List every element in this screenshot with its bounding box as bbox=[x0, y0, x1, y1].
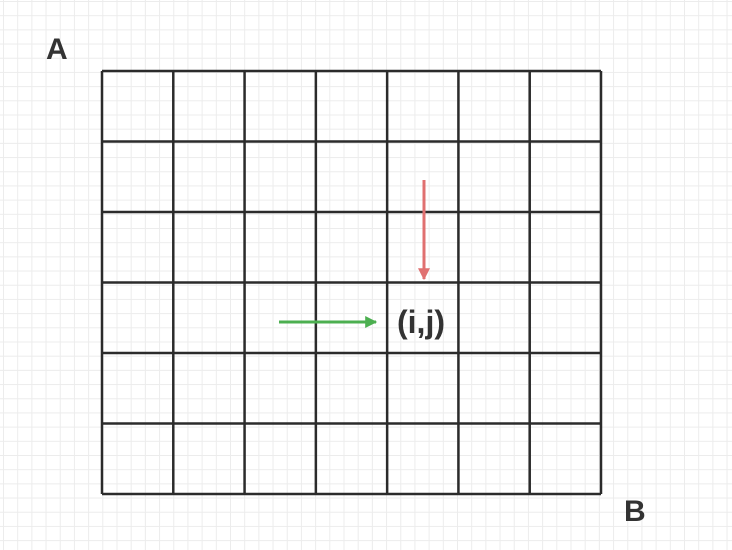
corner-label-a: A bbox=[46, 33, 68, 66]
corner-label-b: B bbox=[624, 495, 646, 528]
cell-label-ij: (i,j) bbox=[397, 304, 445, 340]
grid-lines bbox=[100, 69, 603, 496]
